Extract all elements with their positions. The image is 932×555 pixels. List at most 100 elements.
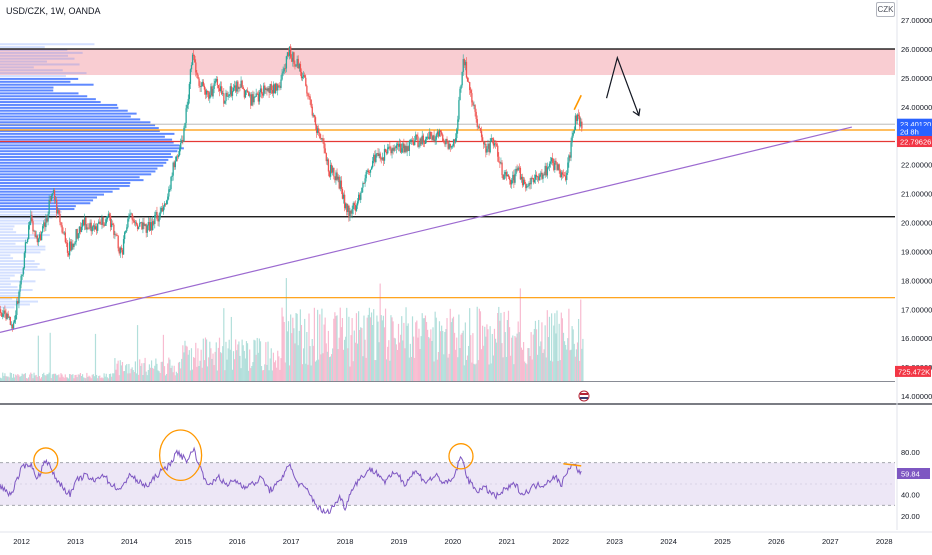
candle-body [171,175,173,178]
time-tick-label: 2024 [660,537,677,546]
candle-body [175,156,178,162]
volume-bar [533,328,535,382]
candle-body [500,162,502,164]
volume-bar [424,315,427,382]
candle-body [460,85,462,89]
candle-body [291,57,293,62]
volume-bar [345,336,347,382]
candle-body [237,81,239,89]
candle-body [449,143,451,148]
candle-body [303,75,305,77]
volume-bar [294,343,296,382]
volume-bar [31,373,33,382]
volume-bar [379,283,381,382]
volume-bar [353,330,355,382]
volume-bar [397,323,400,382]
volume-profile-row [0,271,25,274]
volume-profile-row [0,121,151,124]
candle-body [310,99,312,107]
candle-body [367,170,370,173]
time-tick-label: 2020 [445,537,462,546]
candle-body [427,136,429,138]
candle-body [244,90,247,98]
volume-bar [451,318,454,382]
volume-bar [525,363,527,382]
volume-bar [315,360,318,382]
volume-bar [558,323,560,382]
candle-body [207,90,209,93]
volume-profile-row [0,127,159,130]
candle-body [351,209,353,214]
time-tick-label: 2028 [876,537,893,546]
volume-profile-row [0,268,46,271]
candle-body [398,143,401,147]
volume-bar [134,361,136,382]
candle-body [511,180,513,185]
candle-body [503,174,505,180]
volume-bar [434,311,436,382]
candle-body [559,170,561,178]
candle-body [410,139,413,141]
volume-profile-row [0,83,94,86]
candle-body [2,314,4,317]
volume-bar [47,374,49,382]
candle-body [354,205,357,211]
volume-bar [412,336,415,382]
candle-body [363,183,365,184]
volume-bar [257,352,259,382]
volume-profile-row [0,103,118,106]
volume-bar [307,364,309,382]
volume-profile [0,43,184,309]
candle-body [333,167,335,177]
candle-body [541,172,543,179]
volume-bar [376,315,378,382]
volume-bar [15,374,17,382]
volume-profile-row [0,289,33,292]
candle-body [300,71,303,79]
volume-bar [246,343,249,382]
volume-bar [323,324,325,382]
volume-bar [240,368,242,382]
volume-bar [4,373,6,382]
candle-body [252,94,254,103]
volume-profile-row [0,251,41,254]
candle-body [78,226,81,234]
candle-body [272,84,275,94]
candle-body [161,208,164,212]
volume-bar [186,346,188,382]
candle-body [304,75,306,78]
volume-bar [139,359,141,382]
volume-bar [115,369,117,382]
volume-bar [30,372,32,382]
volume-profile-row [0,306,15,309]
volume-bar [415,322,417,382]
currency-badge[interactable]: CZK [876,2,895,17]
candle-body [145,224,147,233]
volume-bar [217,347,220,382]
candle-body [21,274,23,276]
candle-body [480,131,483,138]
candle-body [258,92,261,102]
candle-body [120,247,123,250]
volume-bar [159,373,161,382]
volume-bar [335,316,337,382]
candle-body [525,183,527,189]
volume-bar [360,327,362,382]
candle-body [501,162,503,176]
volume-bar [368,307,370,382]
volume-bar [117,360,119,382]
candle-body [50,195,52,201]
volume-profile-row [0,242,16,245]
volume-bar [188,350,190,382]
candle-body [380,158,382,160]
volume-bar [582,338,584,382]
volume-bar [331,354,333,382]
volume-bar [91,374,93,382]
candle-body [52,190,55,194]
volume-bar [386,359,388,382]
candle-body [389,146,391,150]
candle-body [230,86,233,96]
candle-body [215,78,217,81]
volume-bar [118,375,120,382]
